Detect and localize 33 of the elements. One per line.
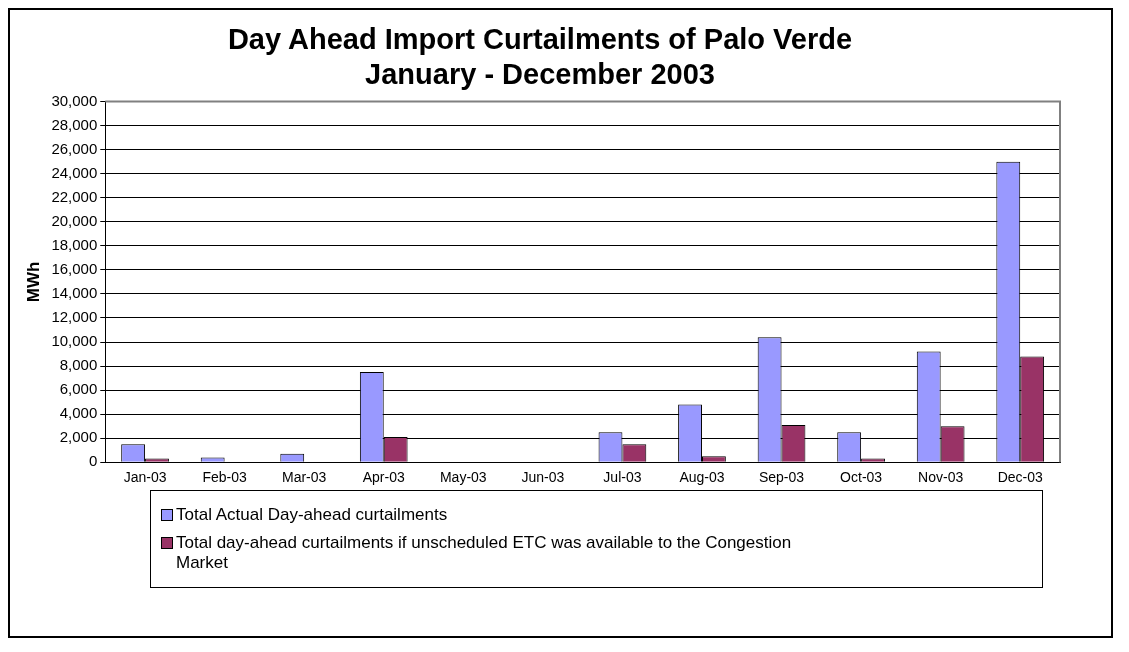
legend-label: Total Actual Day-ahead curtailments: [176, 505, 448, 525]
x-tick-label: Oct-03: [840, 469, 883, 486]
x-tick-label: Aug-03: [679, 469, 725, 486]
x-tick-label: Jun-03: [521, 469, 565, 486]
chart-title: Day Ahead Import Curtailments of Palo Verde: [227, 23, 853, 56]
y-tick-label: 24,000: [51, 163, 98, 181]
x-tick-label: Mar-03: [282, 469, 327, 486]
x-tick-label: Nov-03: [918, 469, 964, 486]
chart-subtitle: January - December 2003: [365, 58, 715, 91]
x-tick-label: Jul-03: [603, 469, 642, 486]
x-tick-label: Apr-03: [362, 469, 405, 486]
x-tick-label: Dec-03: [997, 469, 1043, 486]
y-axis-title: MWh: [23, 261, 43, 303]
x-tick-label: May-03: [439, 469, 487, 486]
y-tick-label: 18,000: [51, 235, 98, 253]
y-tick-label: 28,000: [51, 115, 98, 133]
y-tick-label: 6,000: [59, 380, 98, 398]
legend-label: Total day-ahead curtailments if unscheduled ETC was available to the Congestion Market: [176, 533, 793, 573]
y-tick-label: 2,000: [59, 428, 98, 446]
y-tick-label: 12,000: [51, 308, 98, 326]
y-tick-label: 26,000: [51, 139, 98, 157]
y-tick-label: 14,000: [51, 284, 98, 302]
y-tick-label: 16,000: [51, 260, 98, 278]
y-tick-label: 4,000: [59, 404, 98, 422]
y-tick-label: 20,000: [51, 211, 98, 229]
x-tick-label: Sep-03: [758, 469, 805, 486]
y-tick-label: 30,000: [51, 91, 98, 109]
y-tick-label: 10,000: [51, 332, 98, 350]
x-tick-label: Jan-03: [123, 469, 167, 486]
x-tick-label: Feb-03: [202, 469, 248, 486]
y-tick-label: 0: [88, 452, 98, 470]
y-tick-label: 22,000: [51, 187, 98, 205]
y-tick-label: 8,000: [59, 356, 98, 374]
